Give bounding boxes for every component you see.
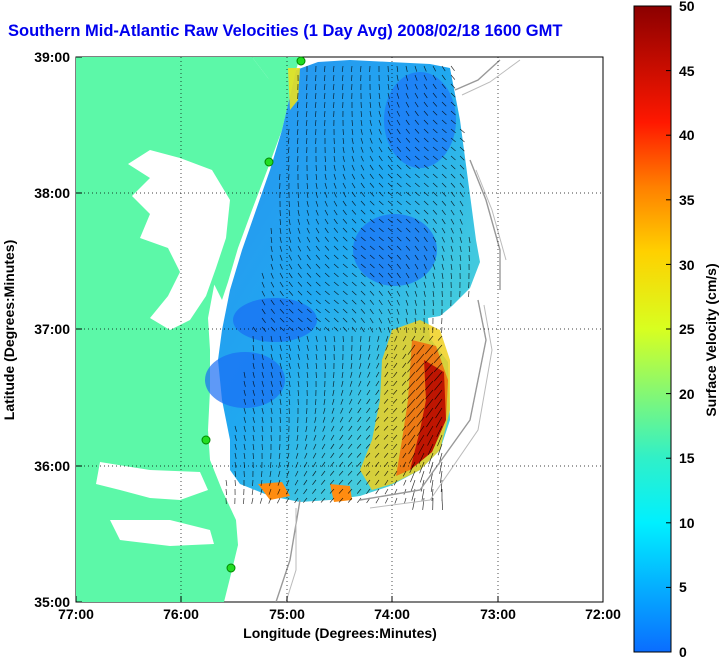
y-axis-title: Latitude (Degrees:Minutes) bbox=[1, 240, 17, 420]
y-tick-label: 38:00 bbox=[34, 185, 70, 201]
colorbar bbox=[633, 5, 672, 653]
x-tick-label: 77:00 bbox=[58, 606, 94, 622]
colorbar-tick-label: 0 bbox=[679, 644, 687, 659]
velocity-vectors bbox=[225, 65, 471, 511]
sound-water bbox=[96, 462, 208, 500]
velocity-arrow bbox=[225, 65, 471, 511]
colorbar-tick-label: 5 bbox=[679, 579, 687, 595]
land-delmarva bbox=[214, 57, 300, 300]
colorbar-tick-label: 20 bbox=[679, 386, 695, 402]
station-marker bbox=[264, 157, 274, 167]
map-grid bbox=[76, 57, 603, 602]
y-tick-label: 36:00 bbox=[34, 458, 70, 474]
x-axis-title: Longitude (Degrees:Minutes) bbox=[243, 625, 437, 641]
x-tick-label: 75:00 bbox=[269, 606, 305, 622]
colorbar-tick-label: 30 bbox=[679, 257, 695, 273]
x-tick-label: 73:00 bbox=[480, 606, 516, 622]
colorbar-tick-label: 35 bbox=[679, 192, 695, 208]
y-tick-label: 39:00 bbox=[34, 49, 70, 65]
x-tick-label: 74:00 bbox=[374, 606, 410, 622]
chesapeake-bay bbox=[128, 150, 230, 330]
map-title: Southern Mid-Atlantic Raw Velocities (1 … bbox=[8, 22, 563, 40]
station-marker bbox=[226, 563, 236, 573]
x-tick-label: 76:00 bbox=[163, 606, 199, 622]
station-marker bbox=[296, 56, 306, 66]
colorbar-tick-label: 50 bbox=[679, 0, 695, 14]
colorbar-tick-label: 10 bbox=[679, 515, 695, 531]
station-marker bbox=[201, 435, 211, 445]
slow-region bbox=[384, 72, 456, 168]
colorbar-tick-label: 45 bbox=[679, 63, 695, 79]
colorbar-tick-label: 25 bbox=[679, 321, 695, 337]
colorbar-label: Surface Velocity (cm/s) bbox=[703, 263, 719, 416]
x-tick-label: 72:00 bbox=[585, 606, 621, 622]
colorbar-tick-label: 40 bbox=[679, 127, 695, 143]
colorbar-tick-label: 15 bbox=[679, 450, 695, 466]
y-tick-label: 35:00 bbox=[34, 594, 70, 610]
y-tick-label: 37:00 bbox=[34, 321, 70, 337]
bathymetry-contour bbox=[275, 59, 501, 602]
